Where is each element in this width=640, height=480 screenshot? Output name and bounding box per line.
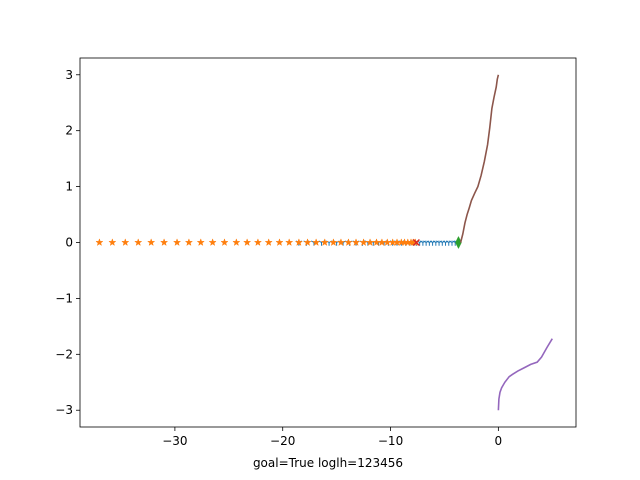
data-point xyxy=(359,238,368,247)
data-point xyxy=(329,238,338,247)
data-point xyxy=(121,238,130,247)
data-point xyxy=(412,239,420,246)
y-tick-label: 2 xyxy=(65,124,73,138)
data-point xyxy=(336,238,346,247)
data-point xyxy=(196,238,205,247)
data-point xyxy=(172,238,182,247)
y-tick-label: −2 xyxy=(55,347,73,361)
y-axis: −3 −2 −1 0 1 2 3 xyxy=(55,68,80,417)
series-1 xyxy=(95,238,420,247)
x-axis: −30 −20 −10 0 xyxy=(162,427,502,448)
series-3 xyxy=(412,239,420,246)
data-point xyxy=(208,238,217,247)
data-point xyxy=(285,238,294,247)
data-point xyxy=(134,238,143,247)
y-tick-label: −3 xyxy=(55,403,73,417)
x-tick-label: −30 xyxy=(162,434,187,448)
data-point xyxy=(108,238,117,247)
data-point xyxy=(232,238,241,247)
series-4 xyxy=(497,338,553,411)
data-point xyxy=(351,238,361,247)
data-point xyxy=(344,238,353,247)
data-point xyxy=(95,238,104,247)
data-point xyxy=(242,238,252,247)
y-tick-label: −1 xyxy=(55,291,73,305)
x-tick-label: −20 xyxy=(270,434,295,448)
series-line xyxy=(459,74,500,243)
data-point xyxy=(253,238,263,247)
data-point xyxy=(365,238,375,247)
x-tick-label: 0 xyxy=(495,434,503,448)
series-5 xyxy=(459,74,500,243)
data-point xyxy=(220,238,229,247)
y-tick-label: 1 xyxy=(65,180,73,194)
data-point xyxy=(147,238,156,247)
plot-area xyxy=(95,74,553,411)
data-point xyxy=(264,238,273,247)
data-point xyxy=(311,238,321,247)
y-tick-label: 3 xyxy=(65,68,73,82)
data-point xyxy=(320,238,329,247)
series-line xyxy=(497,338,553,411)
data-point xyxy=(275,238,284,247)
y-tick-label: 0 xyxy=(65,236,73,250)
data-point xyxy=(294,238,304,247)
x-axis-label: goal=True loglh=123456 xyxy=(253,456,403,470)
data-point xyxy=(159,238,169,247)
data-point xyxy=(184,238,194,247)
x-tick-label: −10 xyxy=(378,434,403,448)
data-point xyxy=(303,238,312,247)
